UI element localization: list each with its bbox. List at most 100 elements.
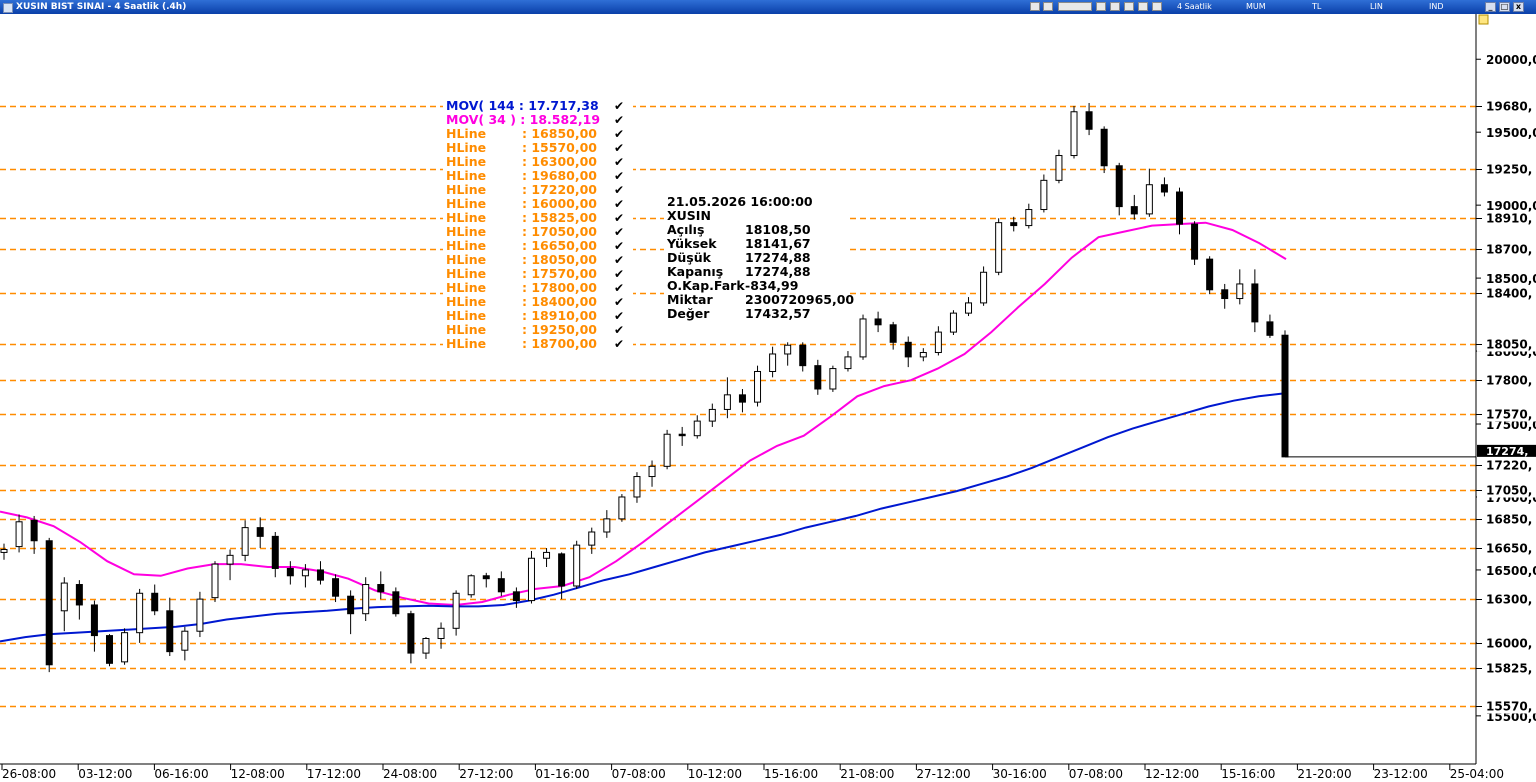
legend-hline-label[interactable]: HLine <box>446 238 486 253</box>
candle-body[interactable] <box>437 627 445 640</box>
candle-body[interactable] <box>1115 165 1123 208</box>
candle-body[interactable] <box>693 420 701 437</box>
candle-body[interactable] <box>1236 283 1244 300</box>
toolbar-draw-icon[interactable] <box>1124 2 1134 11</box>
candle-body[interactable] <box>1266 321 1274 336</box>
candle-body[interactable] <box>708 408 716 422</box>
candle-body[interactable] <box>980 271 988 304</box>
check-icon[interactable]: ✔ <box>614 323 624 337</box>
candle-body[interactable] <box>332 578 340 597</box>
candle-body[interactable] <box>121 632 129 663</box>
candle-body[interactable] <box>904 341 912 358</box>
legend-mov144[interactable]: MOV( 144 : 17.717,38 <box>446 98 599 113</box>
candle-body[interactable] <box>919 352 927 358</box>
candle-body[interactable] <box>1025 209 1033 227</box>
minimize-button[interactable]: _ <box>1485 2 1496 12</box>
toolbar-symbol-icon[interactable] <box>1058 2 1092 11</box>
candle-body[interactable] <box>874 318 882 326</box>
candle-body[interactable] <box>995 222 1003 273</box>
candle-body[interactable] <box>452 592 460 629</box>
candle-body[interactable] <box>467 575 475 596</box>
toolbar-pen-icon[interactable] <box>1138 2 1148 11</box>
candle-body[interactable] <box>151 592 159 612</box>
time-axis[interactable] <box>0 764 1536 782</box>
mode-button-tl[interactable]: TL <box>1312 2 1322 11</box>
candle-body[interactable] <box>829 368 837 390</box>
candle-body[interactable] <box>105 635 113 664</box>
candle-body[interactable] <box>60 582 68 612</box>
candle-body[interactable] <box>603 518 611 533</box>
candle-body[interactable] <box>301 569 309 577</box>
candle-body[interactable] <box>573 544 581 587</box>
candle-body[interactable] <box>75 584 83 606</box>
candle-body[interactable] <box>1206 258 1214 291</box>
candle-body[interactable] <box>588 531 596 546</box>
mode-button-lin[interactable]: LIN <box>1370 2 1383 11</box>
legend-hline-label[interactable]: HLine <box>446 322 486 337</box>
candle-body[interactable] <box>1040 179 1048 211</box>
candle-body[interactable] <box>663 433 671 467</box>
check-icon[interactable]: ✔ <box>614 141 624 155</box>
candle-body[interactable] <box>15 521 23 548</box>
candle-body[interactable] <box>784 344 792 355</box>
check-icon[interactable]: ✔ <box>614 239 624 253</box>
candle-body[interactable] <box>482 575 490 580</box>
candle-body[interactable] <box>769 353 777 372</box>
legend-hline-label[interactable]: HLine <box>446 308 486 323</box>
candle-body[interactable] <box>618 496 626 520</box>
candle-body[interactable] <box>1281 334 1289 458</box>
candle-body[interactable] <box>1221 289 1229 300</box>
candle-body[interactable] <box>211 563 219 599</box>
candle-body[interactable] <box>0 549 8 553</box>
legend-hline-label[interactable]: HLine <box>446 126 486 141</box>
candle-body[interactable] <box>271 535 279 569</box>
candle-body[interactable] <box>859 318 867 358</box>
legend-hline-label[interactable]: HLine <box>446 140 486 155</box>
candle-body[interactable] <box>497 578 505 593</box>
period-label[interactable]: 4 Saatlik <box>1177 2 1212 11</box>
candle-body[interactable] <box>844 356 852 370</box>
check-icon[interactable]: ✔ <box>614 253 624 267</box>
toolbar-compare-icon[interactable] <box>1152 2 1162 11</box>
check-icon[interactable]: ✔ <box>614 267 624 281</box>
check-icon[interactable]: ✔ <box>614 295 624 309</box>
candle-body[interactable] <box>1176 191 1184 225</box>
check-icon[interactable]: ✔ <box>614 155 624 169</box>
candle-body[interactable] <box>1070 111 1078 157</box>
candle-body[interactable] <box>392 591 400 615</box>
candle-body[interactable] <box>30 519 38 542</box>
candle-body[interactable] <box>527 557 535 602</box>
toolbar-zoom-icon[interactable] <box>1110 2 1120 11</box>
price-chart[interactable]: 20000,019500,019000,018500,018000,017500… <box>0 14 1536 782</box>
candle-body[interactable] <box>799 344 807 367</box>
check-icon[interactable]: ✔ <box>614 183 624 197</box>
candle-body[interactable] <box>1160 184 1168 193</box>
axis-lock-icon[interactable] <box>1478 14 1489 25</box>
candle-body[interactable] <box>723 394 731 410</box>
check-icon[interactable]: ✔ <box>614 211 624 225</box>
candle-body[interactable] <box>166 610 174 653</box>
mode-button-mum[interactable]: MUM <box>1246 2 1266 11</box>
legend-mov34[interactable]: MOV( 34 ) : 18.582,19 <box>446 112 600 127</box>
check-icon[interactable]: ✔ <box>614 169 624 183</box>
candle-body[interactable] <box>136 592 144 634</box>
candle-body[interactable] <box>347 595 355 615</box>
legend-hline-label[interactable]: HLine <box>446 196 486 211</box>
candle-body[interactable] <box>1130 206 1138 215</box>
close-button[interactable]: x <box>1513 2 1524 12</box>
check-icon[interactable]: ✔ <box>614 281 624 295</box>
legend-hline-label[interactable]: HLine <box>446 210 486 225</box>
legend-hline-label[interactable]: HLine <box>446 154 486 169</box>
candle-body[interactable] <box>512 591 520 602</box>
candle-body[interactable] <box>1251 283 1259 323</box>
candle-body[interactable] <box>678 433 686 437</box>
candle-body[interactable] <box>1191 223 1199 260</box>
candle-body[interactable] <box>256 527 264 537</box>
legend-hline-label[interactable]: HLine <box>446 168 486 183</box>
candle-body[interactable] <box>196 598 204 632</box>
check-icon[interactable]: ✔ <box>614 225 624 239</box>
check-icon[interactable]: ✔ <box>614 99 624 113</box>
candle-body[interactable] <box>1085 111 1093 130</box>
candle-body[interactable] <box>181 630 189 651</box>
check-icon[interactable]: ✔ <box>614 309 624 323</box>
